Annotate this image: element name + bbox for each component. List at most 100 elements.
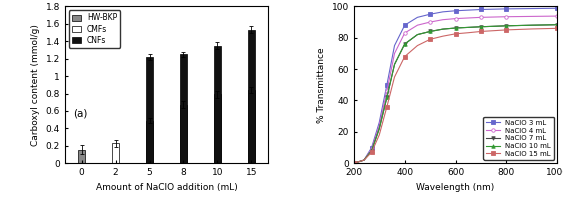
NaClO 4 mL (554, 15, 561, 17)
NaClO 15 mL (391, 76, 398, 78)
NaClO 7 mL (414, 33, 421, 36)
Bar (214, 94, 221, 163)
Text: (a): (a) (73, 108, 87, 118)
NaClO 15 mL (465, 31, 472, 34)
Line: NaClO 15 mL: NaClO 15 mL (352, 26, 559, 165)
Line: NaClO 10 mL: NaClO 10 mL (352, 23, 559, 165)
NaClO 15 mL (350, 162, 357, 165)
NaClO 7 mL (391, 63, 398, 66)
NaClO 7 mL (368, 149, 375, 152)
NaClO 10 mL (414, 33, 421, 36)
NaClO 7 mL (401, 43, 408, 45)
Bar (248, 90, 255, 163)
NaClO 3 mL (477, 8, 484, 11)
NaClO 3 mL (376, 121, 383, 124)
NaClO 4 mL (376, 124, 383, 127)
NaClO 7 mL (503, 25, 510, 27)
NaClO 10 mL (391, 63, 398, 66)
NaClO 15 mL (414, 44, 421, 47)
NaClO 10 mL (383, 96, 390, 99)
Line: NaClO 7 mL: NaClO 7 mL (352, 23, 559, 165)
NaClO 15 mL (490, 29, 497, 32)
NaClO 7 mL (427, 30, 434, 33)
NaClO 3 mL (503, 8, 510, 10)
NaClO 10 mL (503, 25, 510, 27)
NaClO 7 mL (490, 25, 497, 28)
NaClO 3 mL (440, 11, 446, 13)
Bar (146, 121, 153, 163)
NaClO 15 mL (427, 38, 434, 40)
Line: NaClO 3 mL: NaClO 3 mL (352, 7, 559, 165)
NaClO 15 mL (477, 30, 484, 33)
X-axis label: Wavelength (nm): Wavelength (nm) (417, 183, 495, 192)
NaClO 3 mL (414, 16, 421, 19)
NaClO 4 mL (465, 17, 472, 19)
NaClO 10 mL (529, 24, 535, 26)
Line: NaClO 4 mL: NaClO 4 mL (352, 14, 559, 165)
NaClO 3 mL (554, 7, 561, 10)
NaClO 7 mL (477, 25, 484, 28)
NaClO 3 mL (529, 7, 535, 10)
NaClO 4 mL (440, 18, 446, 21)
NaClO 4 mL (414, 24, 421, 26)
NaClO 3 mL (383, 84, 390, 86)
NaClO 4 mL (477, 16, 484, 19)
NaClO 15 mL (401, 55, 408, 58)
NaClO 7 mL (465, 26, 472, 29)
NaClO 15 mL (361, 159, 368, 161)
NaClO 15 mL (376, 134, 383, 136)
NaClO 7 mL (452, 27, 459, 29)
NaClO 4 mL (350, 162, 357, 165)
NaClO 3 mL (490, 8, 497, 10)
NaClO 10 mL (440, 28, 446, 30)
NaClO 15 mL (503, 29, 510, 31)
Y-axis label: % Transmittance: % Transmittance (317, 47, 326, 123)
NaClO 4 mL (503, 15, 510, 18)
Legend: NaClO 3 mL, NaClO 4 mL, NaClO 7 mL, NaClO 10 mL, NaClO 15 mL: NaClO 3 mL, NaClO 4 mL, NaClO 7 mL, NaCl… (483, 117, 554, 160)
NaClO 3 mL (391, 44, 398, 47)
NaClO 4 mL (368, 148, 375, 150)
NaClO 15 mL (554, 27, 561, 30)
NaClO 10 mL (350, 162, 357, 165)
NaClO 3 mL (368, 146, 375, 149)
Bar (112, 143, 119, 163)
NaClO 7 mL (529, 24, 535, 26)
NaClO 15 mL (529, 28, 535, 30)
NaClO 7 mL (383, 96, 390, 99)
NaClO 7 mL (376, 127, 383, 130)
NaClO 7 mL (440, 28, 446, 30)
NaClO 15 mL (383, 106, 390, 108)
NaClO 3 mL (361, 159, 368, 161)
X-axis label: Amount of NaClO addition (mL): Amount of NaClO addition (mL) (96, 183, 238, 192)
NaClO 10 mL (368, 149, 375, 152)
Y-axis label: Carboxyl content (mmol/g): Carboxyl content (mmol/g) (31, 24, 40, 146)
NaClO 7 mL (350, 162, 357, 165)
Bar (248, 30, 255, 163)
NaClO 4 mL (490, 16, 497, 18)
NaClO 15 mL (452, 33, 459, 35)
NaClO 15 mL (440, 35, 446, 38)
NaClO 3 mL (465, 9, 472, 11)
Bar (180, 105, 187, 163)
NaClO 15 mL (368, 151, 375, 153)
NaClO 10 mL (554, 24, 561, 26)
Bar (78, 150, 86, 163)
Legend: HW-BKP, CMFs, CNFs: HW-BKP, CMFs, CNFs (69, 10, 120, 48)
NaClO 4 mL (401, 32, 408, 34)
NaClO 3 mL (427, 13, 434, 15)
NaClO 10 mL (427, 30, 434, 33)
NaClO 3 mL (401, 24, 408, 26)
NaClO 7 mL (554, 24, 561, 26)
Bar (180, 54, 187, 163)
Bar (214, 46, 221, 163)
Bar (146, 57, 153, 163)
NaClO 10 mL (477, 25, 484, 28)
NaClO 4 mL (391, 52, 398, 55)
NaClO 4 mL (529, 15, 535, 18)
NaClO 10 mL (452, 27, 459, 29)
NaClO 3 mL (452, 10, 459, 12)
NaClO 10 mL (490, 25, 497, 28)
NaClO 4 mL (383, 90, 390, 92)
NaClO 3 mL (350, 162, 357, 165)
NaClO 4 mL (361, 159, 368, 161)
